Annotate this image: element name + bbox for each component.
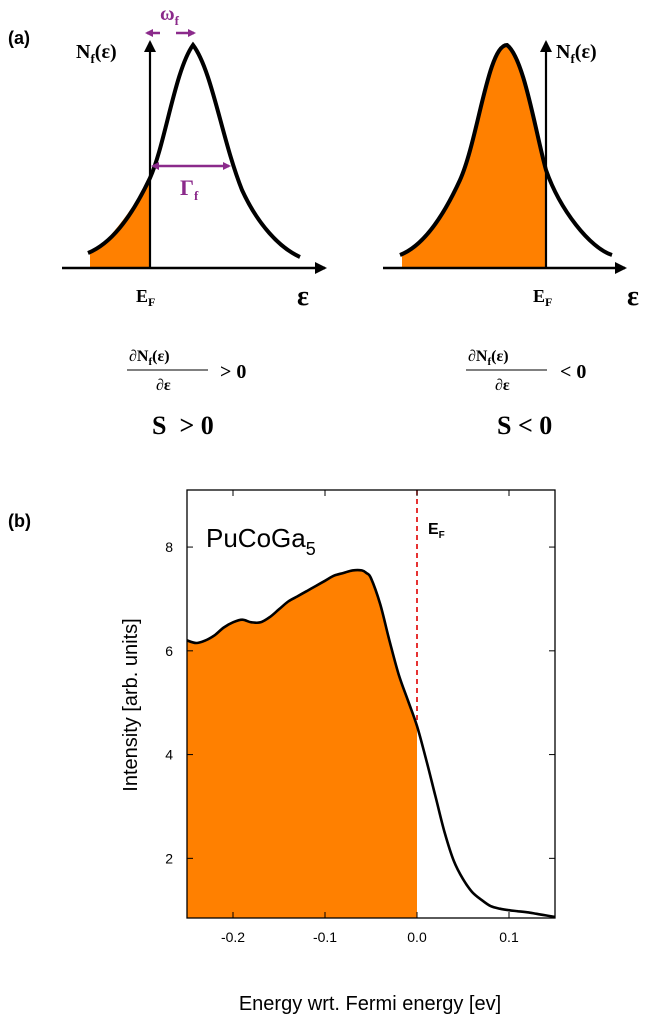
y-axis-label: Intensity [arb. units] [120,618,142,791]
plot-frame [186,489,556,919]
left-lorentzian-curve [87,41,301,259]
spectrum-plot: -0.2 -0.1 0.0 0.1 2 4 6 8 PuCoGa5 EF Energy wr… [120,489,556,1015]
y-tick-label: 2 [165,850,173,866]
compound-label: PuCoGa5 [206,523,316,559]
y-tick-label: 6 [165,643,173,659]
left-dos-label: Nf(ε) [76,41,117,66]
x-tick-label: 0.0 [407,929,427,945]
occupied-states-fill [187,570,417,918]
y-tick-label: 4 [165,747,173,763]
intensity-curve [187,568,555,918]
x-axis-ticks: -0.2 -0.1 0.0 0.1 [221,490,519,945]
right-energy-label: ε [627,281,639,312]
right-schematic: Nf(ε) EF ε ∂Nf(ε) ∂ε < 0 S < 0 [383,40,639,440]
left-fill-area [90,180,150,268]
y-axis-ticks: 2 4 6 8 [165,539,555,866]
right-seebeck-label: S < 0 [497,411,552,440]
left-seebeck-label: S > 0 [152,411,214,440]
right-fill-area [402,45,546,268]
right-fermi-label: EF [533,286,552,309]
x-tick-label: -0.1 [313,929,337,945]
right-derivative-denominator: ∂ε [495,377,510,394]
gamma-label: Γf [180,175,199,203]
panel-b-label: (b) [8,511,31,531]
omega-label: ωf [160,3,180,28]
left-fermi-label: EF [136,286,155,309]
x-axis-label: Energy wrt. Fermi energy [ev] [239,993,501,1015]
left-derivative-denominator: ∂ε [156,377,171,394]
right-dos-label: Nf(ε) [556,41,597,66]
x-tick-label: 0.1 [499,929,519,945]
x-tick-label: -0.2 [221,929,245,945]
fermi-level-label: EF [428,521,445,541]
left-energy-label: ε [297,281,309,312]
panel-a-label: (a) [8,28,30,48]
right-lorentzian-curve [399,42,613,257]
left-schematic: Nf(ε) ωf Γf EF ε ∂Nf(ε) ∂ε > 0 S > 0 [62,3,327,440]
plot-area [187,490,555,918]
right-derivative-numerator: ∂Nf(ε) [468,348,509,368]
y-tick-label: 8 [165,539,173,555]
right-derivative-sign: < 0 [560,361,586,383]
left-derivative-sign: > 0 [220,361,246,383]
left-derivative-numerator: ∂Nf(ε) [129,348,170,368]
